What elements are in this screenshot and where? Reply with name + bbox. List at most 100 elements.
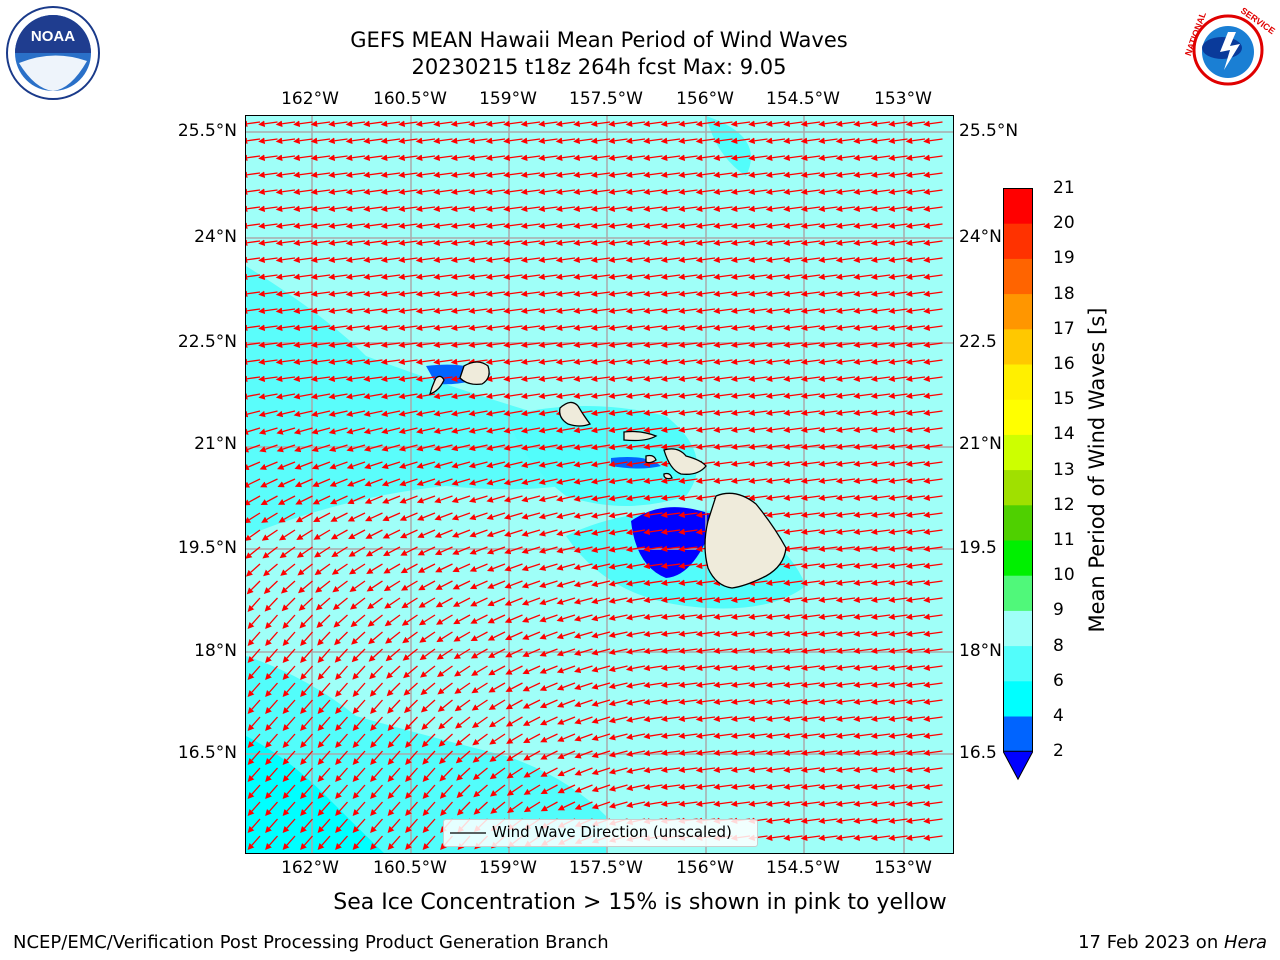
wave-direction-arrow — [310, 341, 331, 348]
wave-direction-arrow — [748, 188, 768, 195]
wave-direction-arrow — [818, 120, 838, 127]
wave-direction-arrow — [923, 171, 943, 178]
wave-direction-arrow — [485, 324, 506, 331]
island-kauai — [459, 361, 490, 386]
wave-direction-arrow — [818, 324, 838, 331]
wave-direction-arrow — [783, 188, 803, 195]
wave-direction-arrow — [800, 222, 821, 229]
plot-title: GEFS MEAN Hawaii Mean Period of Wind Wav… — [350, 28, 848, 52]
wave-direction-arrow — [538, 154, 558, 161]
wave-direction-arrow — [835, 120, 856, 127]
wave-direction-arrow — [888, 392, 908, 399]
wave-direction-arrow — [310, 393, 331, 400]
wave-direction-arrow — [468, 171, 488, 178]
wave-direction-arrow — [678, 137, 698, 144]
plot-subtitle: 20230215 t18z 264h fcst Max: 9.05 — [411, 55, 787, 79]
wave-direction-arrow — [433, 205, 453, 212]
lat-tick-left: 18°N — [194, 641, 237, 661]
wave-direction-arrow — [246, 137, 261, 144]
wave-direction-arrow — [503, 205, 523, 212]
wave-direction-arrow — [800, 375, 821, 382]
wave-direction-arrow — [870, 341, 891, 348]
lon-tick-top: 156°W — [676, 89, 734, 109]
wave-direction-arrow — [450, 358, 471, 365]
wave-direction-arrow — [818, 154, 838, 161]
wave-direction-arrow — [923, 375, 943, 382]
sea-ice-caption: Sea Ice Concentration > 15% is shown in … — [333, 890, 947, 915]
wave-direction-arrow — [415, 410, 436, 417]
wave-direction-arrow — [660, 154, 681, 161]
wave-direction-arrow — [853, 120, 873, 127]
wave-direction-arrow — [660, 120, 681, 127]
wave-direction-arrow — [818, 426, 838, 433]
wave-direction-arrow — [818, 307, 838, 314]
wave-direction-arrow — [293, 393, 313, 400]
wave-direction-arrow — [293, 222, 313, 229]
wave-direction-arrow — [643, 273, 663, 280]
wave-direction-arrow — [800, 188, 821, 195]
wave-direction-arrow — [345, 154, 366, 161]
wave-direction-arrow — [590, 290, 611, 297]
wave-direction-arrow — [380, 410, 401, 417]
wave-direction-arrow — [573, 375, 593, 382]
wave-direction-arrow — [800, 307, 821, 314]
wave-direction-arrow — [748, 426, 768, 433]
wave-direction-arrow — [520, 154, 541, 161]
wave-direction-arrow — [293, 154, 313, 161]
wave-direction-arrow — [713, 154, 733, 161]
wave-direction-arrow — [748, 222, 768, 229]
wave-direction-arrow — [310, 171, 331, 178]
wave-direction-arrow — [416, 427, 436, 435]
wave-direction-arrow — [520, 120, 541, 127]
wave-direction-arrow — [258, 222, 278, 229]
wave-direction-arrow — [328, 205, 348, 212]
wave-direction-arrow — [730, 341, 751, 348]
wave-direction-arrow — [380, 393, 401, 400]
colorbar-swatch — [1003, 434, 1033, 471]
wave-direction-arrow — [415, 392, 436, 400]
wave-direction-arrow — [345, 393, 366, 400]
wave-direction-arrow — [380, 324, 401, 331]
wave-direction-arrow — [713, 307, 733, 314]
wave-direction-arrow — [275, 222, 296, 229]
wave-direction-arrow — [485, 392, 506, 400]
wave-direction-arrow — [433, 120, 453, 127]
wave-direction-arrow — [625, 205, 646, 212]
wave-direction-arrow — [380, 188, 401, 195]
wave-direction-arrow — [573, 171, 593, 178]
wave-direction-arrow — [310, 290, 331, 297]
wave-direction-arrow — [345, 341, 366, 348]
nws-logo: NATIONAL SERVICE — [1180, 2, 1277, 98]
wave-direction-arrow — [258, 273, 278, 280]
wave-direction-arrow — [888, 324, 908, 331]
wave-direction-arrow — [415, 307, 436, 314]
wave-direction-arrow — [363, 256, 383, 263]
wave-direction-arrow — [275, 324, 296, 331]
wave-direction-arrow — [415, 273, 436, 280]
lat-tick-right: 21°N — [959, 434, 1002, 454]
wave-direction-arrow — [643, 426, 663, 434]
wave-direction-arrow — [573, 392, 593, 400]
wave-direction-arrow — [783, 154, 803, 161]
wave-direction-arrow — [643, 256, 663, 263]
wave-direction-arrow — [520, 222, 541, 229]
wave-direction-arrow — [905, 256, 926, 263]
wave-direction-arrow — [695, 239, 716, 246]
colorbar-swatch — [1003, 504, 1033, 541]
wave-direction-arrow — [293, 239, 313, 246]
wave-direction-arrow — [713, 375, 733, 382]
wave-direction-arrow — [398, 205, 418, 212]
wave-direction-arrow — [398, 137, 418, 144]
lon-tick-top: 159°W — [479, 89, 537, 109]
wave-direction-arrow — [643, 324, 663, 331]
wave-direction-arrow — [923, 358, 943, 365]
wave-direction-arrow — [485, 410, 506, 417]
wave-direction-arrow — [555, 154, 576, 161]
wave-direction-arrow — [590, 154, 611, 161]
wave-direction-arrow — [643, 358, 663, 365]
wave-direction-arrow — [783, 256, 803, 263]
wave-direction-arrow — [450, 290, 471, 297]
wave-direction-arrow — [765, 222, 786, 229]
wave-direction-arrow — [293, 171, 313, 178]
wave-direction-arrow — [398, 239, 418, 246]
